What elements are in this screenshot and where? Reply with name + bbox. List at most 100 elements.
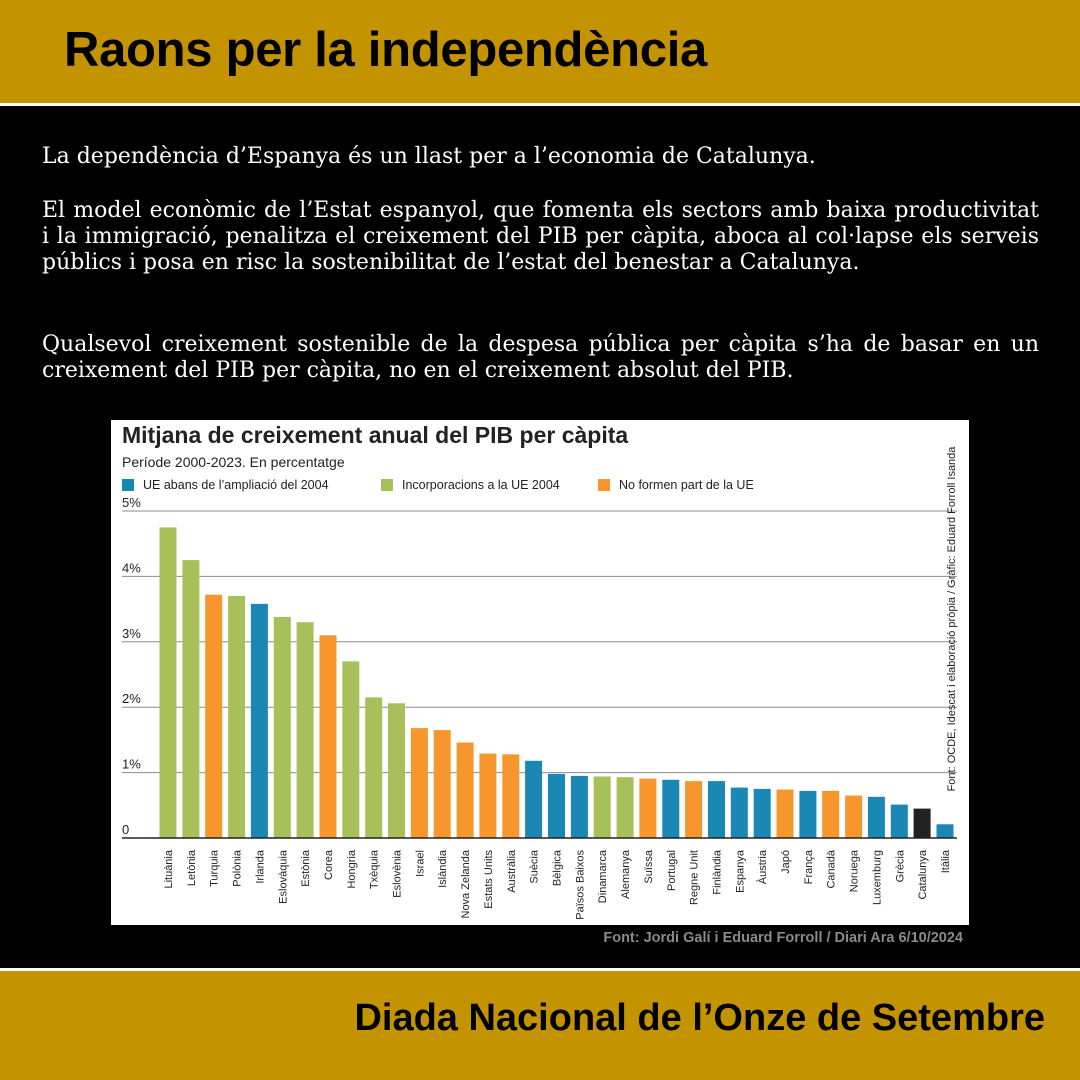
x-tick-label: Lituània bbox=[163, 849, 175, 888]
bar bbox=[525, 760, 543, 838]
model-paragraph: El model econòmic de l’Estat espanyol, q… bbox=[42, 198, 1039, 275]
x-tick-label: Grècia bbox=[894, 849, 906, 882]
legend-item-non: No formen part de la UE bbox=[598, 477, 754, 493]
bar bbox=[685, 781, 703, 838]
x-tick-label: Estònia bbox=[300, 849, 312, 887]
x-tick-label: Dinamarca bbox=[597, 849, 609, 903]
x-tick-label: Japó bbox=[780, 850, 792, 874]
footer-divider bbox=[0, 968, 1080, 971]
x-tick-label: Finlàndia bbox=[712, 849, 724, 895]
x-tick-label: França bbox=[803, 849, 815, 884]
x-tick-label: Noruega bbox=[849, 849, 861, 892]
y-tick-label: 4% bbox=[122, 560, 141, 575]
bar bbox=[228, 596, 246, 838]
x-tick-label: Luxemburg bbox=[871, 850, 883, 905]
y-tick-label: 3% bbox=[122, 626, 141, 641]
chart-title: Mitjana de creixement anual del PIB per … bbox=[122, 422, 629, 448]
x-tick-label: Austràlia bbox=[506, 849, 518, 893]
intro-paragraph: La dependència d’Espanya és un llast per… bbox=[42, 144, 816, 169]
y-tick-label: 1% bbox=[122, 757, 141, 772]
bar bbox=[319, 635, 337, 838]
x-tick-label: Islàndia bbox=[437, 849, 449, 888]
bar bbox=[913, 808, 931, 838]
bar bbox=[296, 622, 314, 838]
chart-source-text: Font: OCDE, Idescat i elaboració pròpia … bbox=[946, 446, 958, 792]
x-tick-label: Àustria bbox=[756, 849, 769, 884]
footer-band bbox=[0, 971, 1080, 1080]
x-tick-label: Estats Units bbox=[483, 850, 495, 909]
legend-label-new: Incorporacions a la UE 2004 bbox=[402, 478, 560, 492]
bar bbox=[822, 790, 840, 838]
bar bbox=[159, 527, 177, 838]
bar bbox=[388, 703, 405, 838]
bar bbox=[890, 804, 908, 838]
x-tick-label: Suïssa bbox=[643, 849, 655, 884]
x-tick-label: Hongria bbox=[346, 849, 358, 888]
bar bbox=[639, 778, 657, 838]
bar bbox=[845, 795, 863, 838]
y-tick-label: 2% bbox=[122, 691, 141, 706]
chart-source-vertical: Font: OCDE, Idescat i elaboració pròpia … bbox=[939, 428, 965, 810]
header-divider bbox=[0, 103, 1080, 106]
bar bbox=[433, 730, 451, 838]
legend-swatch-new bbox=[381, 479, 393, 491]
bar bbox=[410, 728, 428, 838]
bar bbox=[342, 661, 360, 838]
bar bbox=[936, 824, 954, 838]
bar bbox=[548, 773, 565, 838]
bar bbox=[479, 753, 497, 838]
bar bbox=[708, 781, 725, 838]
legend-swatch-non bbox=[598, 479, 610, 491]
x-tick-label: Irlanda bbox=[254, 849, 266, 884]
bar bbox=[616, 777, 634, 838]
header-band bbox=[0, 0, 1080, 103]
chart-subtitle: Període 2000-2023. En percentatge bbox=[122, 454, 345, 470]
bar bbox=[250, 603, 268, 838]
bar bbox=[456, 742, 474, 838]
x-tick-label: Turquia bbox=[209, 849, 221, 887]
bar-chart: 0 1% 2% 3% 4% 5% Lituània Letònia Turquia Polònia… bbox=[122, 495, 957, 920]
x-tick-label: Portugal bbox=[666, 850, 678, 891]
x-tick-label: Eslovàquia bbox=[277, 849, 289, 904]
footer-title: Diada Nacional de l’Onze de Setembre bbox=[354, 997, 1045, 1039]
x-tick-label: Txèquia bbox=[369, 849, 381, 889]
legend-swatch-eu bbox=[122, 479, 134, 491]
bar bbox=[776, 789, 794, 838]
x-tick-label: Polònia bbox=[232, 849, 244, 887]
bar bbox=[753, 788, 771, 838]
x-tick-label: Espanya bbox=[734, 849, 746, 893]
x-tick-label: Alemanya bbox=[620, 849, 632, 899]
bar bbox=[593, 776, 611, 838]
legend-label-eu: UE abans de l’ampliació del 2004 bbox=[143, 478, 329, 492]
chart-panel: Mitjana de creixement anual del PIB per … bbox=[111, 420, 969, 925]
x-tick-label: Canadà bbox=[826, 849, 838, 888]
x-tick-label: Països Baixos bbox=[574, 850, 586, 920]
x-tick-label: Israel bbox=[414, 850, 426, 877]
bar bbox=[867, 796, 885, 838]
legend-item-new: Incorporacions a la UE 2004 bbox=[381, 477, 560, 493]
x-tick-label: Letònia bbox=[186, 849, 198, 886]
bar bbox=[205, 594, 223, 838]
x-tick-label: Nova Zelanda bbox=[460, 849, 472, 918]
bar bbox=[502, 754, 520, 838]
bar bbox=[365, 697, 383, 838]
x-tick-label: Suècia bbox=[529, 849, 541, 884]
y-tick-label: 0 bbox=[122, 822, 129, 837]
bar bbox=[570, 775, 588, 838]
bar bbox=[662, 779, 680, 838]
x-tick-label: Catalunya bbox=[917, 849, 929, 899]
bar bbox=[730, 787, 748, 838]
page-title: Raons per la independència bbox=[64, 23, 707, 77]
x-tick-label: Bèlgica bbox=[552, 849, 564, 886]
x-tick-label: Itàlia bbox=[940, 849, 952, 873]
growth-paragraph: Qualsevol creixement sostenible de la de… bbox=[42, 332, 1039, 383]
legend-label-non: No formen part de la UE bbox=[619, 478, 754, 492]
bar bbox=[182, 560, 200, 838]
bar bbox=[799, 790, 817, 838]
x-tick-label: Corea bbox=[323, 849, 335, 880]
bar bbox=[273, 616, 291, 838]
y-tick-label: 5% bbox=[122, 495, 141, 510]
x-tick-label: Eslovènia bbox=[392, 849, 404, 898]
x-tick-label: Regne Unit bbox=[689, 850, 701, 905]
legend-item-eu: UE abans de l’ampliació del 2004 bbox=[122, 477, 329, 493]
